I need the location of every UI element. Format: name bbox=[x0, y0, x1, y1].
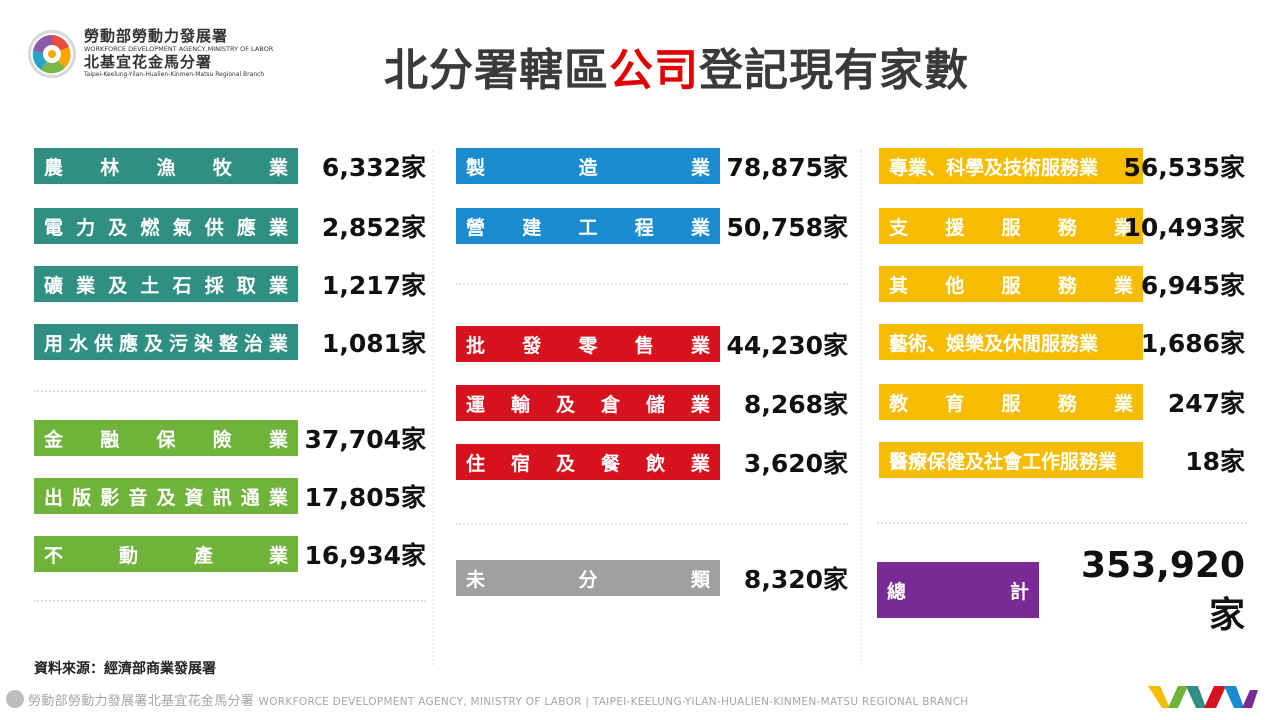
middle-divider-2 bbox=[456, 523, 848, 525]
industry-label-wholesale: 批發零售業 bbox=[456, 326, 720, 362]
industry-label-water: 用水供應及污染整治業 bbox=[34, 324, 298, 360]
title-accent: 公司 bbox=[609, 45, 699, 96]
industry-value-publishing: 17,805家 bbox=[304, 483, 426, 512]
industry-value-manufacturing: 78,875家 bbox=[726, 153, 848, 182]
industry-label-construction: 營建工程業 bbox=[456, 208, 720, 244]
industry-label-mining: 礦業及土石採取業 bbox=[34, 266, 298, 302]
industry-label-transport: 運輸及倉儲業 bbox=[456, 385, 720, 421]
right-divider bbox=[877, 522, 1247, 524]
column-divider-2 bbox=[860, 150, 862, 665]
industry-label-unclassified: 未分類 bbox=[456, 560, 720, 596]
column-divider-1 bbox=[432, 150, 434, 665]
branch-name-en: Taipei-Keelung-Yilan-Hualien-Kinmen-Mats… bbox=[84, 71, 265, 78]
industry-value-realestate: 16,934家 bbox=[304, 541, 426, 570]
industry-label-arts: 藝術、娛樂及休閒服務業 bbox=[879, 324, 1143, 360]
industry-value-construction: 50,758家 bbox=[726, 213, 848, 242]
industry-label-manufacturing: 製造業 bbox=[456, 148, 720, 184]
page-title: 北分署轄區公司登記現有家數 bbox=[384, 34, 969, 98]
industry-value-unclassified: 8,320家 bbox=[743, 565, 848, 594]
industry-value-agriculture: 6,332家 bbox=[321, 153, 426, 182]
industry-value-transport: 8,268家 bbox=[743, 390, 848, 419]
industry-value-wholesale: 44,230家 bbox=[726, 331, 848, 360]
footer-zh: 勞動部勞動力發展署北基宜花金馬分署 bbox=[28, 694, 255, 709]
industry-label-health: 醫療保健及社會工作服務業 bbox=[879, 442, 1143, 478]
industry-value-other: 6,945家 bbox=[1140, 271, 1245, 300]
left-divider-1 bbox=[34, 390, 426, 392]
industry-label-realestate: 不動產業 bbox=[34, 536, 298, 572]
industry-value-water: 1,081家 bbox=[321, 329, 426, 358]
title-before: 北分署轄區 bbox=[384, 45, 609, 96]
industry-label-accommodation: 住宿及餐飲業 bbox=[456, 444, 720, 480]
industry-value-education: 247家 bbox=[1167, 389, 1245, 418]
total-label: 總計 bbox=[877, 562, 1039, 618]
industry-label-agriculture: 農林漁牧業 bbox=[34, 148, 298, 184]
industry-label-education: 教育服務業 bbox=[879, 384, 1143, 420]
org-name-zh: 勞動部勞動力發展署 bbox=[84, 27, 229, 45]
industry-label-other: 其他服務業 bbox=[879, 266, 1143, 302]
industry-value-professional: 56,535家 bbox=[1123, 153, 1245, 182]
agency-logo-text: 勞動部勞動力發展署 WORKFORCE DEVELOPMENT AGENCY,M… bbox=[84, 28, 284, 79]
footer-text: 勞動部勞動力發展署北基宜花金馬分署 WORKFORCE DEVELOPMENT … bbox=[28, 690, 968, 709]
agency-emblem-icon bbox=[32, 34, 71, 74]
middle-divider-1 bbox=[456, 283, 848, 285]
org-name-en: WORKFORCE DEVELOPMENT AGENCY,MINISTRY OF… bbox=[84, 45, 274, 53]
title-after: 登記現有家數 bbox=[699, 45, 969, 96]
left-divider-2 bbox=[34, 600, 426, 602]
footer-en: WORKFORCE DEVELOPMENT AGENCY, MINISTRY O… bbox=[258, 696, 969, 708]
industry-value-power: 2,852家 bbox=[321, 213, 426, 242]
total-value: 353,920家 bbox=[1081, 544, 1245, 636]
industry-label-support: 支援服務業 bbox=[879, 208, 1143, 244]
industry-value-arts: 1,686家 bbox=[1140, 329, 1245, 358]
industry-label-publishing: 出版影音及資訊通業 bbox=[34, 478, 298, 514]
industry-value-mining: 1,217家 bbox=[321, 271, 426, 300]
data-source: 資料來源：經濟部商業發展署 bbox=[34, 661, 216, 677]
industry-label-finance: 金融保險業 bbox=[34, 420, 298, 456]
agency-logo-icon bbox=[28, 30, 76, 78]
industry-value-support: 10,493家 bbox=[1123, 213, 1245, 242]
branch-name-zh: 北基宜花金馬分署 bbox=[84, 53, 213, 71]
footer-logo-icon bbox=[6, 690, 24, 708]
industry-label-professional: 專業、科學及技術服務業 bbox=[879, 148, 1143, 184]
industry-value-finance: 37,704家 bbox=[304, 425, 426, 454]
industry-value-health: 18家 bbox=[1185, 447, 1245, 476]
brand-mark-icon bbox=[1148, 686, 1258, 708]
industry-value-accommodation: 3,620家 bbox=[743, 449, 848, 478]
industry-label-power: 電力及燃氣供應業 bbox=[34, 208, 298, 244]
